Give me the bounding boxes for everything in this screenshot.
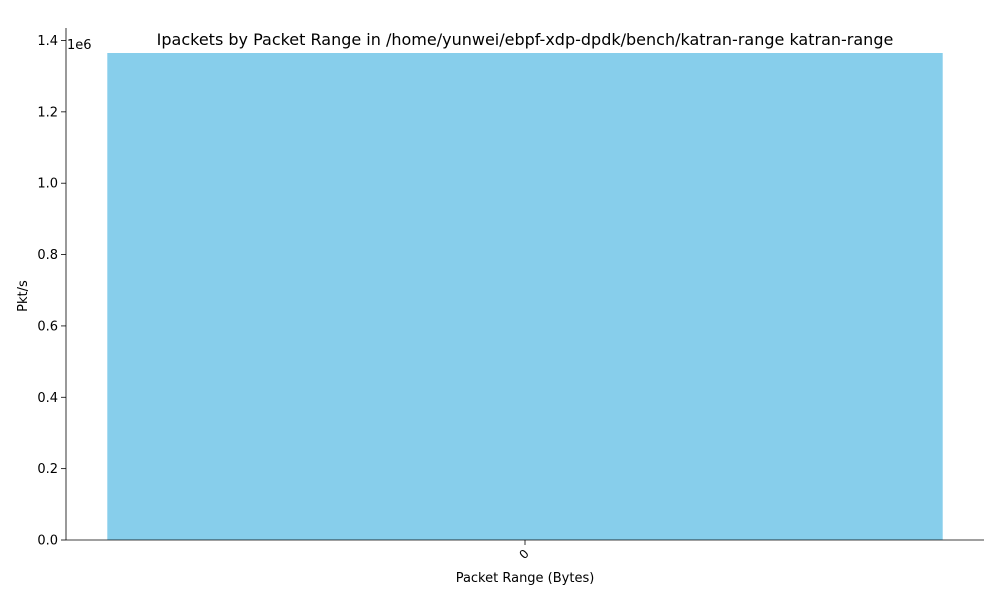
x-axis-label: Packet Range (Bytes) <box>456 571 595 586</box>
y-tick-label: 0.0 <box>37 534 58 549</box>
y-tick-label: 1.4 <box>37 34 58 49</box>
y-scale-label: 1e6 <box>67 38 92 53</box>
y-tick-label: 0.6 <box>37 319 58 334</box>
y-tick-label: 1.0 <box>37 177 58 192</box>
chart-title: Ipackets by Packet Range in /home/yunwei… <box>157 30 894 49</box>
plot-area: 0 0.0 0.2 0.4 0.6 0.8 1.0 1.2 1.4 <box>37 28 984 562</box>
y-axis-label: Pkt/s <box>16 280 31 312</box>
y-tick-label: 0.4 <box>37 391 58 406</box>
y-tick-label: 0.8 <box>37 248 58 263</box>
y-tick-label: 1.2 <box>37 105 58 120</box>
y-tick-label: 0.2 <box>37 462 58 477</box>
bar-0 <box>107 53 943 540</box>
x-tick-label: 0 <box>517 547 532 562</box>
